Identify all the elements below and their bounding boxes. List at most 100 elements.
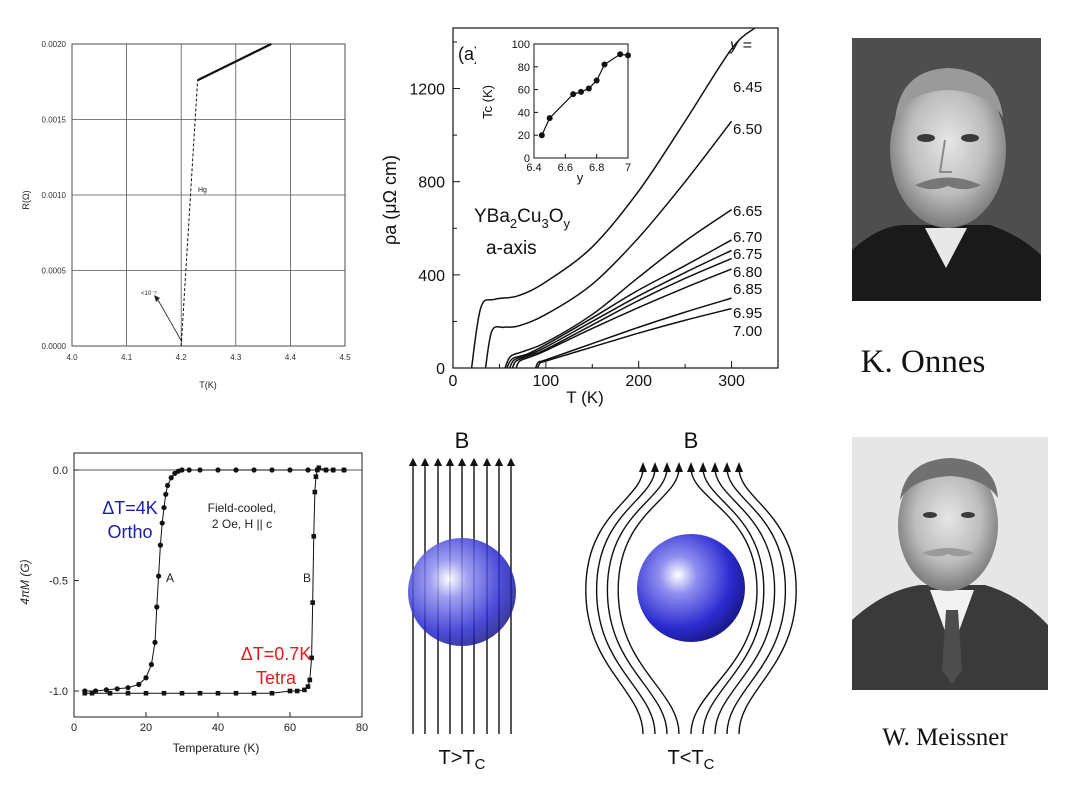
mag-point-B (312, 489, 318, 495)
mag-point-A (93, 688, 99, 694)
mag-point-B (125, 690, 131, 696)
inset-y-tick-label: 20 (518, 130, 530, 142)
ybco-x-tick-label: 100 (533, 373, 560, 390)
field-arrowhead (663, 462, 671, 472)
hg-tick-labels: 4.0 4.1 4.2 4.3 4.4 4.5 0.0000 0.0005 0.0010 0.00… (42, 40, 352, 362)
inset-point (546, 115, 553, 122)
field-line-expelled (690, 467, 758, 735)
ybco-plot-frame (452, 27, 779, 369)
inset-x-tick-label: 6.8 (589, 162, 604, 174)
mag-y-tick-label: 0.0 (53, 465, 68, 477)
tc-inset: 6.4 6.6 6.8 7 0 20 40 60 80 100 y Tc (K) (476, 30, 632, 185)
ybco-series-label: 6.80 (733, 264, 762, 281)
mag-point-A (305, 467, 311, 473)
field-line-expelled (738, 467, 797, 735)
mag-point-B (197, 690, 203, 696)
ybco-series (470, 27, 756, 369)
onnes-face (890, 72, 1006, 228)
mag-legend-line1: Field-cooled, (208, 501, 277, 515)
inset-point (617, 51, 624, 58)
ybco-x-tick-label: 0 (449, 373, 458, 390)
mag-point-A (251, 467, 257, 473)
meissner-eye-right (961, 512, 975, 518)
hg-x-tick-label: 4.0 (66, 353, 78, 362)
inset-content: 6.4 6.6 6.8 7 0 20 40 60 80 100 (512, 39, 631, 174)
mag-point-A (159, 520, 165, 526)
ortho-label: Ortho (107, 522, 152, 542)
hg-y-tick-label: 0.0010 (42, 191, 67, 200)
mag-point-A (179, 467, 185, 473)
mag-point-B (161, 690, 167, 696)
b-label-normal: B (455, 428, 470, 453)
meissner-hair (900, 458, 998, 500)
hg-x-tick-label: 4.1 (121, 353, 133, 362)
curve-a-label: A (166, 571, 174, 585)
onnes-eye-left (917, 134, 935, 142)
ybco-curve-6-70 (506, 239, 732, 369)
hg-y-axis-label: R(Ω) (21, 190, 31, 209)
meissner-eye-left (923, 512, 937, 518)
mag-point-A (168, 475, 174, 481)
mag-point-B (309, 655, 314, 661)
inset-point (538, 132, 545, 139)
sphere-superconducting (637, 534, 745, 642)
mag-point-B (311, 534, 317, 539)
mag-y-axis-label: 4πM (G) (18, 559, 32, 604)
field-arrowhead (651, 462, 659, 472)
ybco-y-axis-label: ρa (μΩ cm) (380, 155, 400, 245)
hg-series-normal (197, 43, 272, 82)
onnes-collar (925, 228, 967, 268)
mag-point-B (302, 687, 307, 693)
field-line-expelled (726, 467, 787, 735)
field-arrowhead (687, 462, 695, 472)
mag-point-A (125, 685, 131, 691)
meissner-tie (942, 610, 962, 684)
mag-point-A (161, 504, 167, 511)
b-label-super: B (684, 428, 699, 453)
inset-y-tick-label: 60 (518, 85, 530, 97)
mag-y-tick-label: -1.0 (49, 686, 68, 698)
ybco-series-label: 6.75 (733, 246, 762, 263)
field-arrowhead (711, 462, 719, 472)
mag-point-B (310, 600, 315, 605)
hg-arrowhead (154, 295, 160, 302)
mag-point-A (197, 467, 203, 473)
curve-b-label: B (303, 571, 311, 585)
mag-point-A (163, 491, 169, 497)
mag-point-A (215, 467, 221, 473)
hg-series (180, 43, 272, 347)
inset-point (601, 61, 608, 68)
mag-x-tick-label: 20 (140, 722, 152, 734)
inset-x-tick-label: 6.6 (558, 162, 573, 174)
inset-y-tick-label: 100 (512, 39, 530, 51)
ybco-curve-6-50 (484, 120, 733, 369)
ybco-y-tick-label: 800 (418, 175, 445, 192)
caption-normal: T>TC (439, 747, 486, 773)
mag-point-B (341, 467, 347, 473)
ybco-series-label: 6.45 (733, 79, 762, 96)
inset-point (625, 52, 631, 59)
field-line-expelled (606, 467, 668, 735)
hg-x-tick-label: 4.5 (339, 353, 351, 362)
ybco-series-label: 6.70 (733, 229, 762, 246)
hg-x-axis-label: T(K) (199, 380, 217, 390)
field-arrowhead (639, 462, 647, 472)
meissner-portrait (852, 437, 1048, 690)
mag-point-A (287, 467, 293, 473)
mag-point-B (330, 467, 336, 473)
mag-point-B (107, 690, 113, 696)
inset-x-tick-label: 7 (625, 162, 631, 174)
hg-x-tick-label: 4.3 (230, 353, 242, 362)
mag-legend-line2: 2 Oe, H || c (212, 517, 272, 531)
inset-point (593, 77, 600, 84)
field-arrowhead (735, 462, 743, 472)
mag-x-tick-label: 40 (212, 722, 224, 734)
ybco-series-labels: 6.45 6.50 6.65 6.706.756.806.85 6.957.00 (733, 79, 762, 340)
inset-y-tick-label: 80 (518, 62, 530, 74)
hg-resistance-chart: 4.0 4.1 4.2 4.3 4.4 4.5 0.0000 0.0005 0.0010 0.00… (21, 40, 351, 390)
ybco-y-header: y = (729, 37, 752, 54)
ybco-curve-6-80 (511, 257, 732, 369)
ybco-x-tick-label: 300 (718, 373, 745, 390)
hg-x-tick-label: 4.2 (176, 353, 188, 362)
